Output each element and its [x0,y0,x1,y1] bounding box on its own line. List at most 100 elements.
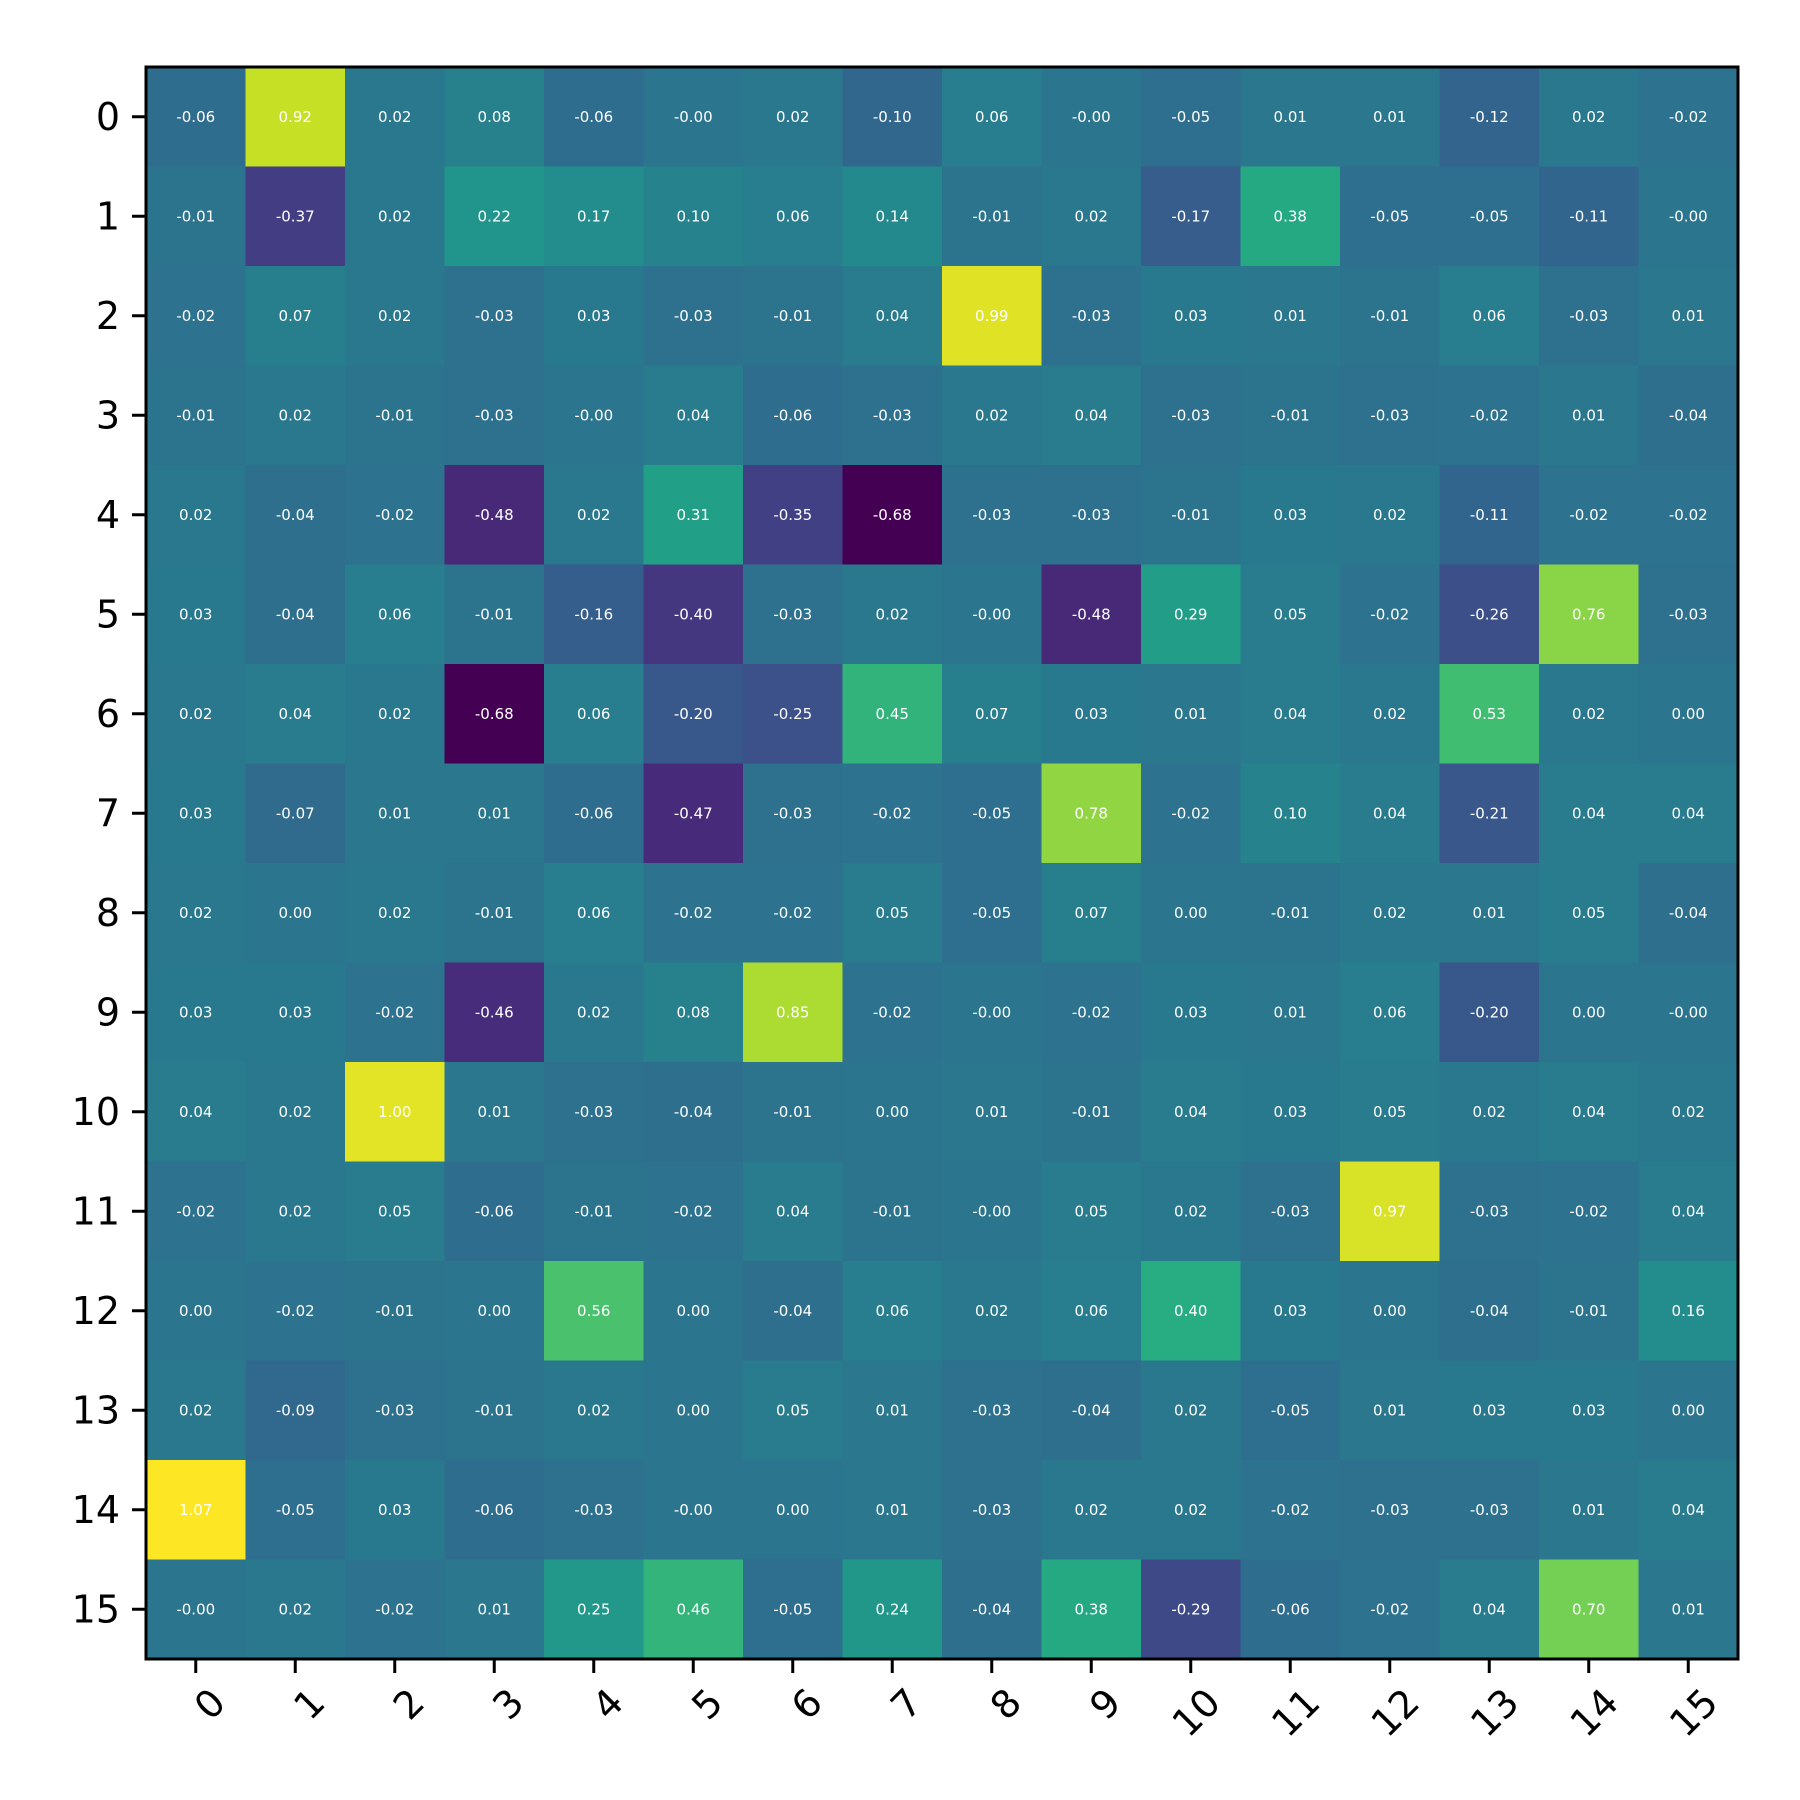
heatmap-cell [544,1161,645,1262]
cell-value-label: 0.03 [179,1003,212,1021]
heatmap-cell [245,962,346,1063]
heatmap-cell [942,365,1043,466]
y-tick-label: 14 [72,1488,120,1532]
heatmap-cell [1539,1559,1640,1660]
cell-value-label: 0.40 [1174,1302,1207,1320]
cell-value-label: 0.78 [1075,804,1108,822]
heatmap-cell [544,564,645,665]
cell-value-label: 0.10 [677,207,710,225]
heatmap-cell [345,67,446,168]
x-axis-ticks: 0 1 2 3 4 5 6 7 8 9 10 11 12 13 14 15 [186,1659,1726,1745]
heatmap-cell [643,763,744,864]
heatmap-cell [942,863,1043,964]
heatmap-cell [1340,564,1441,665]
cell-value-label: -0.29 [1171,1600,1210,1618]
heatmap-cell [1638,365,1739,466]
cell-value-label: -0.05 [1370,207,1409,225]
heatmap-cell [1539,465,1640,566]
heatmap-cell [345,1460,446,1561]
cell-value-label: 0.05 [378,1202,411,1220]
heatmap-cell [444,67,545,168]
cell-value-label: -0.03 [1171,406,1210,424]
heatmap-cell [743,564,844,665]
heatmap-cell [146,1062,247,1163]
heatmap-cell [146,1360,247,1461]
heatmap-cell [345,166,446,267]
heatmap-cell [345,863,446,964]
cell-value-label: 0.02 [279,1600,312,1618]
heatmap-cell [345,1559,446,1660]
cell-value-label: 0.04 [876,307,909,325]
heatmap-cell [1539,266,1640,367]
heatmap-cell [1539,962,1640,1063]
heatmap-cell [842,365,943,466]
cell-value-label: 0.38 [1274,207,1307,225]
heatmap-cell [444,962,545,1063]
heatmap-cell [1439,1559,1540,1660]
cell-value-label: 0.03 [1075,705,1108,723]
heatmap-cell [146,67,247,168]
heatmap-cell [1041,962,1142,1063]
heatmap-cell [1638,1261,1739,1362]
cell-value-label: 0.04 [1572,1103,1605,1121]
heatmap-cell [146,465,247,566]
heatmap-cell [146,1261,247,1362]
cell-value-label: 0.02 [1473,1103,1506,1121]
heatmap-cell [743,763,844,864]
cell-value-label: 0.53 [1473,705,1506,723]
cell-value-label: -0.05 [1171,108,1210,126]
heatmap-cell [1439,1261,1540,1362]
cell-value-label: -0.20 [1470,1003,1509,1021]
heatmap-cell [942,1559,1043,1660]
heatmap-cell [544,863,645,964]
heatmap-cell [146,564,247,665]
cell-value-label: 0.06 [975,108,1008,126]
cell-value-label: -0.03 [773,605,812,623]
cell-value-label: 0.06 [378,605,411,623]
heatmap-cell [345,1360,446,1461]
cell-value-label: -0.03 [475,406,514,424]
heatmap-cell [1041,1261,1142,1362]
cell-value-label: -0.48 [475,506,514,524]
heatmap-cell [1041,67,1142,168]
cell-value-label: 0.02 [179,904,212,922]
cell-value-label: 0.02 [776,108,809,126]
y-tick-label: 8 [96,891,120,935]
cell-value-label: 0.04 [1473,1600,1506,1618]
heatmap-cell [1340,365,1441,466]
heatmap-cell [345,365,446,466]
y-tick-label: 2 [96,294,120,338]
cell-value-label: 0.99 [975,307,1008,325]
cell-value-label: 0.00 [776,1501,809,1519]
heatmap-cell [345,1261,446,1362]
heatmap-cell [1240,1360,1341,1461]
heatmap-cell [544,465,645,566]
heatmap-cell [1439,365,1540,466]
cell-value-label: -0.02 [1470,406,1509,424]
heatmap-cell [1240,863,1341,964]
cell-value-label: 0.06 [1373,1003,1406,1021]
heatmap-cell [643,266,744,367]
heatmap-cell [245,1062,346,1163]
cell-value-label: -0.01 [1072,1103,1111,1121]
cell-value-label: -0.04 [276,605,315,623]
heatmap-cell [842,1360,943,1461]
heatmap-cell [1240,1559,1341,1660]
heatmap-cell [1041,1062,1142,1163]
cell-value-label: 0.01 [876,1401,909,1419]
cell-value-label: -0.12 [1470,108,1509,126]
heatmap-cell [743,1161,844,1262]
cell-value-label: 0.08 [677,1003,710,1021]
heatmap-cell [842,1559,943,1660]
heatmap-cell [146,763,247,864]
heatmap-cell [1340,1161,1441,1262]
cell-value-label: 0.00 [179,1302,212,1320]
cell-value-label: -0.06 [1271,1600,1310,1618]
cell-value-label: 0.04 [1672,1202,1705,1220]
heatmap-cell [345,564,446,665]
cell-value-label: 0.04 [179,1103,212,1121]
heatmap-cell [444,664,545,765]
heatmap-cell [643,962,744,1063]
cell-value-label: -0.16 [574,605,613,623]
cell-value-label: 0.00 [1672,1401,1705,1419]
